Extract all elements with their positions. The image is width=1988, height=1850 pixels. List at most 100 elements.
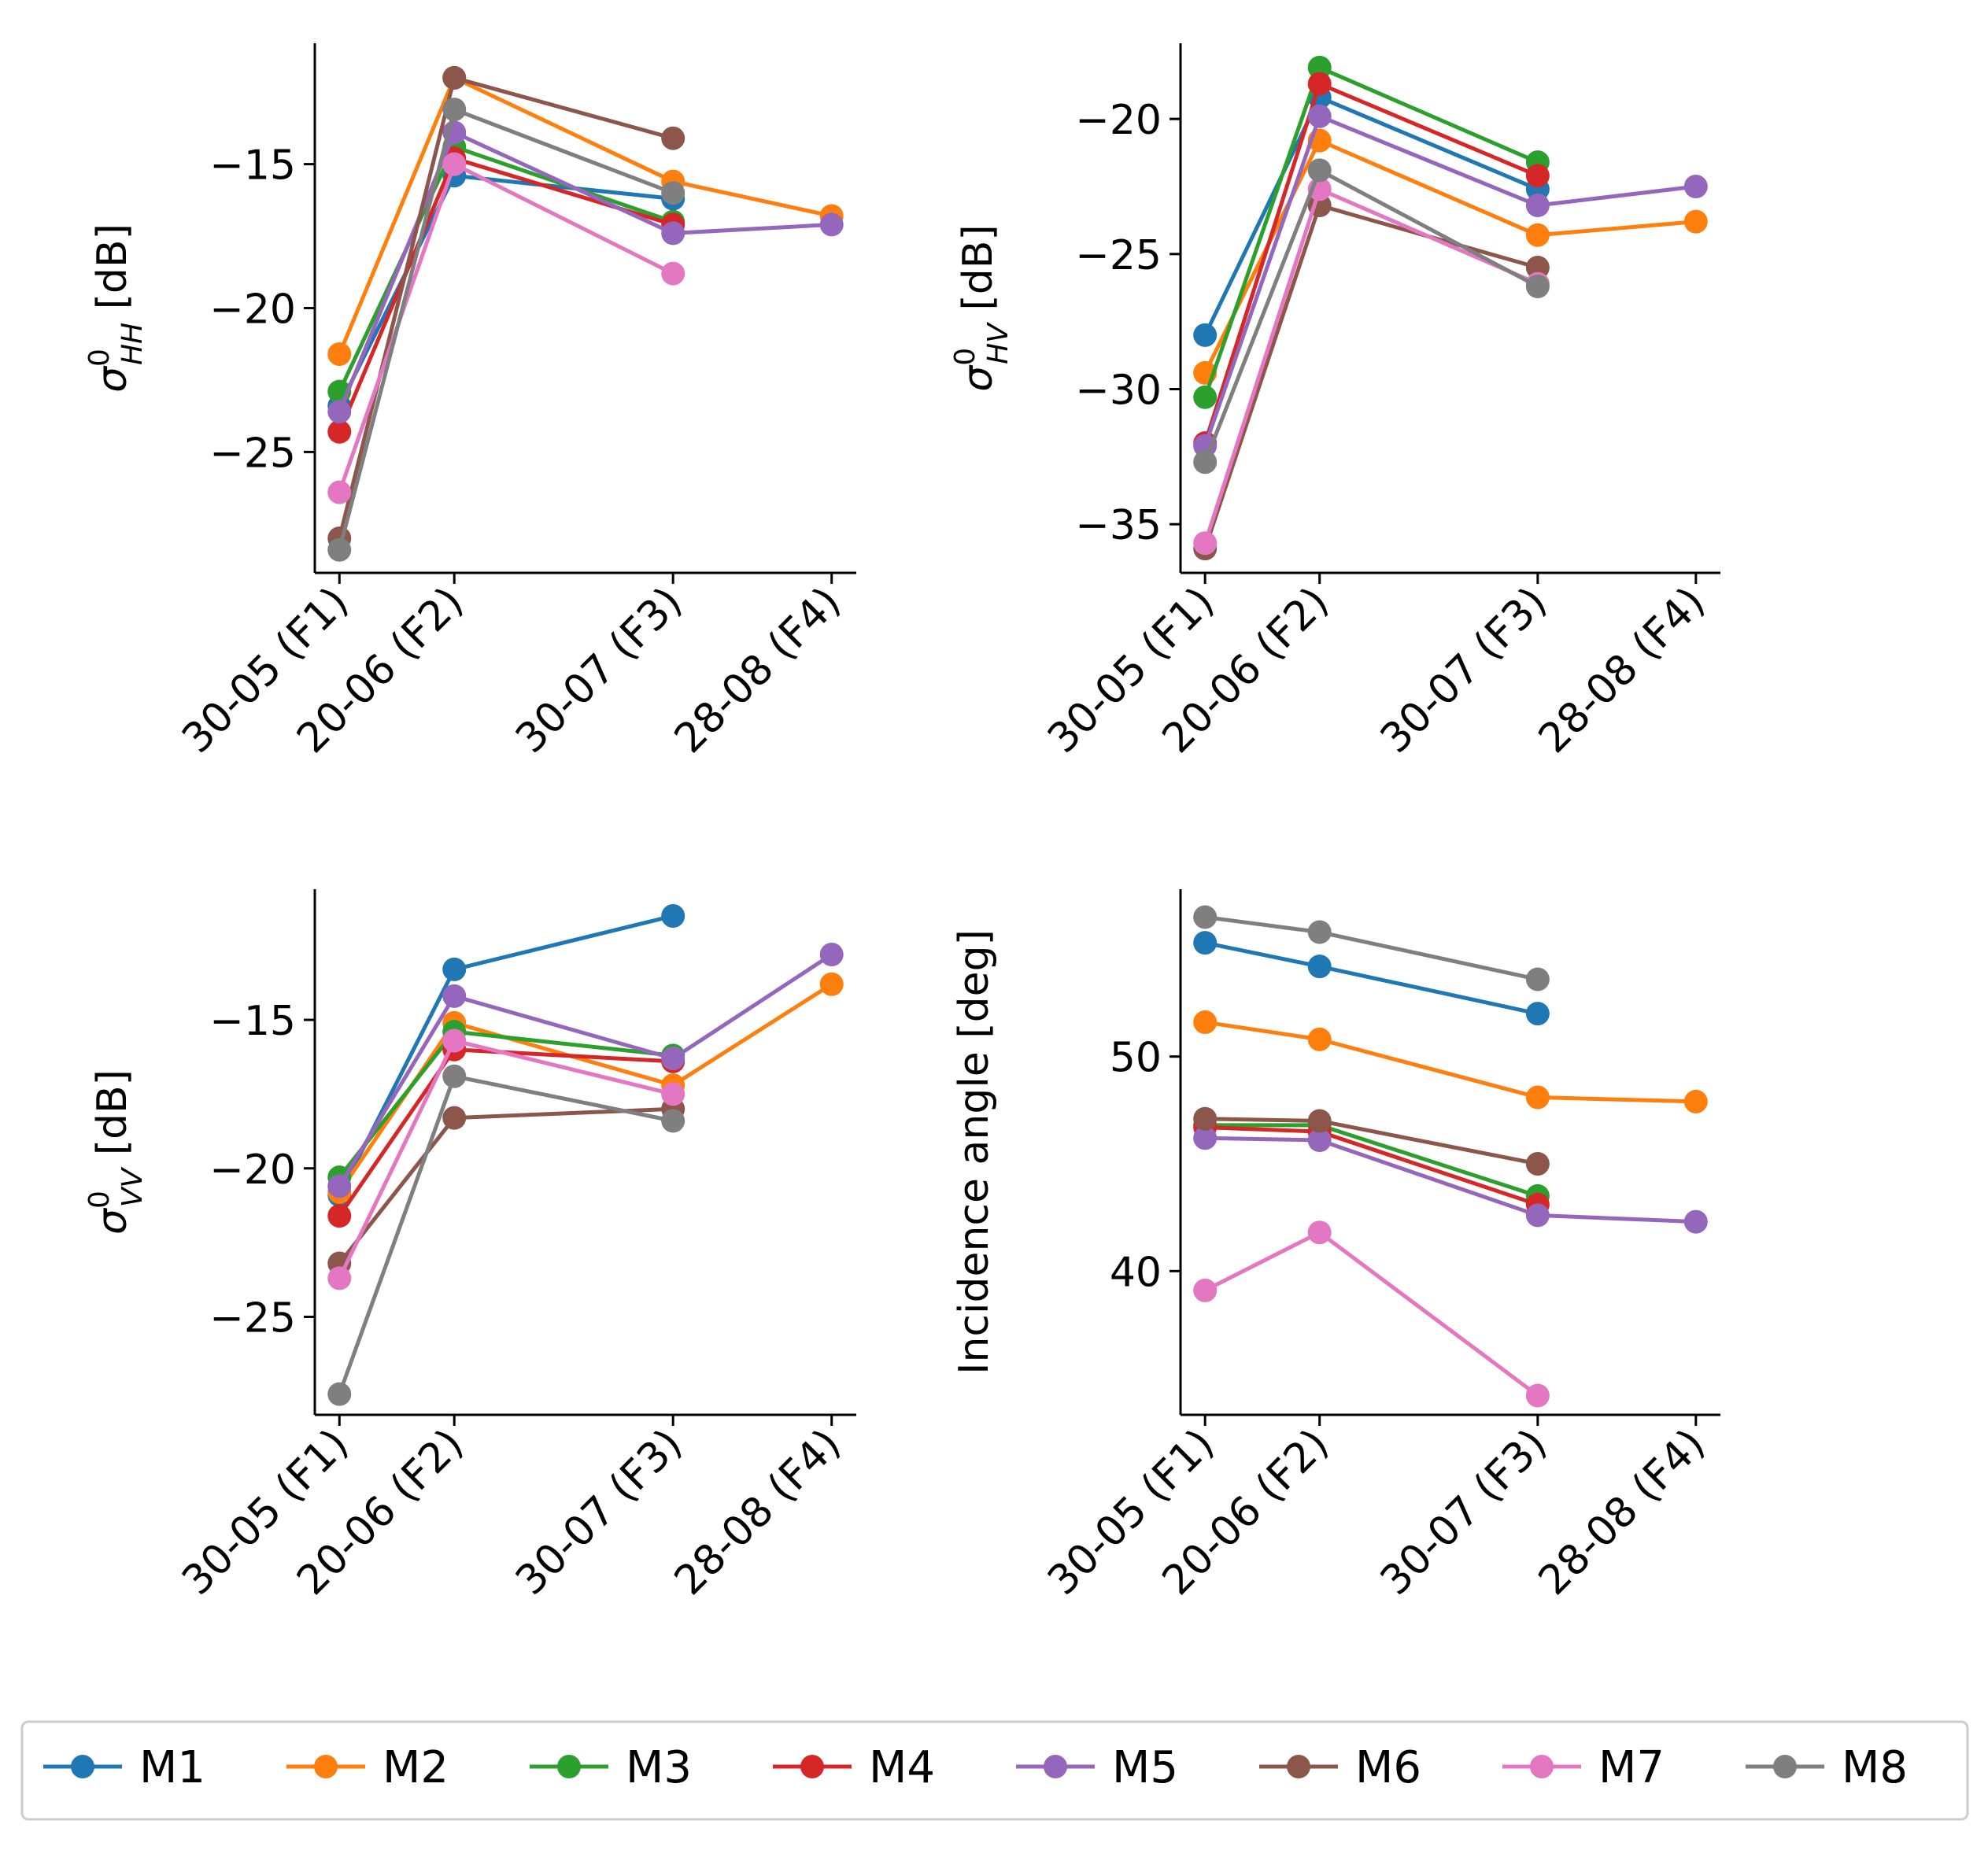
legend-label: M2 [382, 1742, 449, 1793]
data-point [1193, 931, 1218, 955]
y-tick-label: −20 [209, 286, 296, 334]
data-point [327, 1204, 352, 1228]
series-M3 [1193, 55, 1550, 409]
x-tick-label: 30-07 (F3) [1372, 1420, 1556, 1604]
data-point [819, 943, 844, 967]
series-M7 [327, 1028, 685, 1291]
data-point [1683, 209, 1708, 234]
series-M2 [327, 65, 844, 367]
series-M2 [327, 972, 844, 1204]
data-point [819, 212, 844, 237]
data-point [1683, 1209, 1708, 1234]
series-M8 [327, 98, 685, 562]
series-M7 [327, 152, 685, 504]
legend-entry-M4: M4 [773, 1742, 935, 1793]
data-point [1525, 1085, 1550, 1110]
legend-entry-M2: M2 [286, 1742, 449, 1793]
data-point [442, 957, 467, 981]
legend-label: M1 [139, 1742, 205, 1793]
y-axis-label: σ0VV [dB] [83, 1069, 149, 1235]
series-line [338, 1038, 674, 1279]
data-point [1525, 194, 1550, 218]
legend-entry-M6: M6 [1259, 1742, 1421, 1793]
series-M8 [327, 1064, 685, 1406]
y-tick-label: −30 [1075, 367, 1162, 415]
y-tick-label: −15 [209, 142, 296, 190]
legend-entry-M7: M7 [1502, 1742, 1665, 1793]
legend-marker [1773, 1755, 1797, 1778]
data-point [819, 972, 844, 996]
y-tick-label: −25 [209, 430, 296, 477]
data-point [1307, 55, 1332, 79]
x-tick-label: 28-08 (F4) [666, 578, 850, 763]
data-point [1193, 385, 1218, 409]
data-point [1525, 223, 1550, 247]
data-point [1525, 1002, 1550, 1026]
data-point [661, 261, 685, 286]
data-point [661, 126, 685, 150]
data-point [442, 98, 467, 122]
series-line [337, 76, 833, 355]
data-point [1307, 1220, 1332, 1245]
legend-label: M4 [869, 1742, 935, 1793]
series-line [1203, 186, 1539, 544]
data-point [1525, 1203, 1550, 1228]
data-point [1525, 1383, 1550, 1408]
data-point [1307, 1109, 1332, 1133]
data-point [327, 537, 352, 562]
series-line [1205, 1135, 1696, 1224]
series-line [337, 130, 832, 413]
x-tick-label: 28-08 (F4) [1530, 578, 1714, 763]
series-line [337, 162, 674, 493]
data-point [1525, 275, 1550, 299]
data-point [661, 1082, 685, 1106]
legend-entry-M3: M3 [530, 1742, 692, 1793]
data-point [327, 1382, 352, 1406]
data-point [1193, 905, 1218, 929]
data-point [1193, 1278, 1218, 1302]
data-point [327, 480, 352, 504]
legend-marker [1044, 1755, 1067, 1778]
series-line [338, 952, 833, 1187]
y-axis-label: σ0HV [dB] [949, 224, 1014, 391]
data-point [442, 1106, 467, 1130]
legend-marker [1530, 1755, 1554, 1778]
x-tick-label: 30-07 (F3) [507, 1420, 691, 1604]
x-tick-label: 30-07 (F3) [507, 578, 691, 763]
series-M1 [327, 164, 685, 418]
data-point [1307, 1027, 1332, 1051]
y-tick-label: −25 [1075, 232, 1162, 279]
series-line [1203, 114, 1697, 447]
series-M1 [327, 903, 685, 1207]
series-M8 [1193, 905, 1550, 991]
data-point [1307, 158, 1332, 183]
data-point [1193, 1010, 1218, 1035]
legend-entry-M1: M1 [43, 1742, 205, 1793]
x-tick-label: 30-07 (F3) [1372, 578, 1556, 763]
data-point [442, 65, 467, 90]
data-point [661, 221, 685, 246]
series-M5 [327, 943, 844, 1198]
legend-label: M8 [1842, 1742, 1908, 1793]
data-point [327, 342, 352, 367]
data-point [442, 152, 467, 176]
data-point [1307, 104, 1332, 128]
data-point [1525, 164, 1550, 188]
y-tick-label: 50 [1110, 1035, 1162, 1082]
series-line [1204, 940, 1539, 1016]
data-point [1307, 1128, 1332, 1153]
x-tick-label: 28-08 (F4) [1530, 1420, 1714, 1604]
data-point [327, 400, 352, 424]
y-axis-label: σ0HH [dB] [83, 223, 149, 393]
data-point [661, 181, 685, 205]
data-point [1307, 920, 1332, 944]
series-line [1204, 914, 1539, 981]
series-line [338, 1047, 674, 1217]
legend-frame [20, 1720, 1969, 1821]
data-point [1193, 1126, 1218, 1150]
